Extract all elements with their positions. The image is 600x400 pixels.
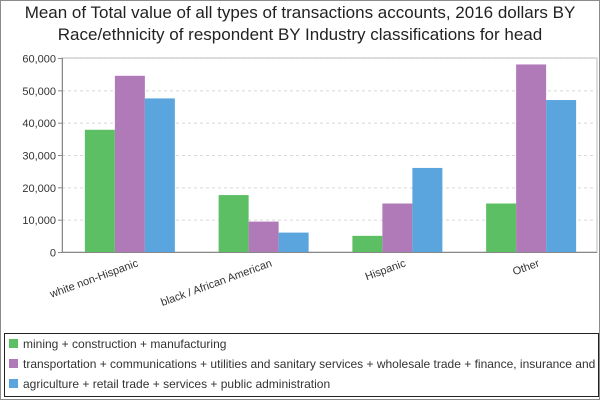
legend-swatch-transportation <box>9 359 18 369</box>
bar <box>516 64 547 252</box>
legend-swatch-agriculture <box>9 379 18 389</box>
bar <box>248 221 279 252</box>
bar <box>144 98 175 253</box>
bar <box>546 100 577 253</box>
axes <box>58 58 597 253</box>
y-tick-label: 30,000 <box>22 151 56 163</box>
legend: mining + construction + manufacturing tr… <box>4 333 599 397</box>
x-category-label: black / African American <box>159 258 273 309</box>
chart-title-line-2: Race/ethnicity of respondent BY Industry… <box>57 25 543 44</box>
y-tick-label: 10,000 <box>22 215 56 227</box>
x-category-label: Hispanic <box>364 257 408 283</box>
bar <box>114 75 145 253</box>
bar <box>412 167 443 252</box>
bar <box>84 129 115 252</box>
y-tick-label: 0 <box>50 248 56 260</box>
y-tick-label: 50,000 <box>22 86 56 98</box>
legend-item-mining: mining + construction + manufacturing <box>9 335 226 353</box>
x-category-label: white non-Hispanic <box>48 257 141 301</box>
legend-swatch-mining <box>9 339 18 349</box>
y-tick-label: 60,000 <box>22 54 56 66</box>
legend-item-transportation: transportation + communications + utilit… <box>9 355 599 373</box>
bar <box>486 203 517 252</box>
y-tick-label: 20,000 <box>22 183 56 195</box>
bar <box>218 195 249 252</box>
bar <box>382 203 413 252</box>
bars <box>84 64 577 253</box>
legend-item-agriculture: agriculture + retail trade + services + … <box>9 375 330 393</box>
x-category-label: Other <box>511 257 541 278</box>
bar <box>352 235 383 252</box>
legend-label-agriculture: agriculture + retail trade + services + … <box>23 377 331 391</box>
legend-label-mining: mining + construction + manufacturing <box>23 337 227 351</box>
bar <box>278 232 309 252</box>
chart-title: Mean of Total value of all types of tran… <box>0 2 600 46</box>
y-tick-label: 40,000 <box>22 118 56 130</box>
chart-title-line-1: Mean of Total value of all types of tran… <box>24 3 576 22</box>
legend-label-transportation: transportation + communications + utilit… <box>23 357 599 371</box>
